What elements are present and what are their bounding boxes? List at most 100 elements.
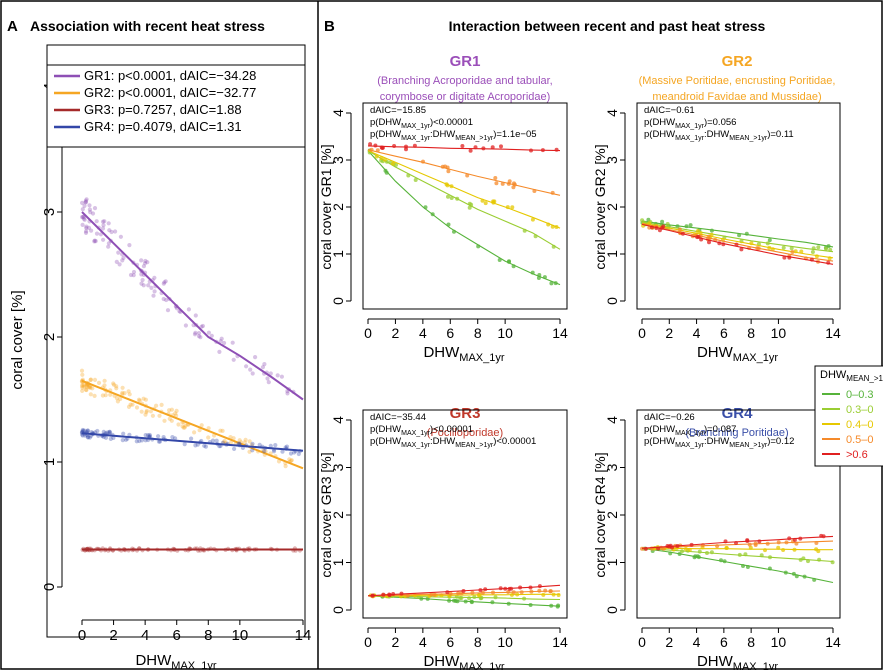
data-point	[665, 222, 670, 226]
stat-post: )<0.00001	[493, 436, 536, 447]
data-point	[285, 391, 290, 396]
x-tick-label: 4	[693, 325, 701, 341]
data-point	[84, 229, 89, 234]
data-point	[120, 438, 125, 443]
subplot-subtitle: meandroid Favidae and Mussidae)	[652, 91, 821, 103]
legend-entry: GR4: p=0.4079, dAIC=1.31	[84, 119, 242, 134]
data-point	[500, 181, 505, 186]
y-tick-label: 2	[604, 203, 620, 211]
data-point	[85, 428, 90, 433]
subplot-title: GR3	[450, 405, 481, 422]
x-tick-label: 6	[446, 325, 454, 341]
data-point	[127, 432, 132, 437]
data-point	[288, 451, 294, 456]
data-point	[707, 240, 711, 245]
data-point	[82, 217, 87, 222]
subplot-title: GR2	[722, 53, 753, 70]
data-point	[126, 389, 131, 394]
x-tick-label: 4	[419, 325, 427, 341]
data-point	[118, 396, 123, 402]
data-point	[148, 409, 153, 414]
stat-sub: MAX_1yr	[401, 430, 430, 437]
data-point	[116, 250, 121, 255]
data-point	[262, 449, 267, 454]
data-point	[82, 203, 87, 208]
data-point	[260, 365, 265, 370]
data-point	[232, 446, 237, 451]
series-line	[641, 222, 834, 259]
data-point	[100, 226, 106, 231]
data-point	[181, 425, 186, 430]
data-point	[250, 448, 255, 453]
data-point	[374, 154, 379, 159]
legend-box	[46, 64, 306, 148]
stat-post: )=0.11	[767, 129, 794, 140]
data-point	[92, 239, 97, 244]
y-tick-label: 1	[41, 458, 58, 466]
data-point	[103, 393, 108, 398]
data-point	[289, 458, 294, 463]
stat-line: p(DHWMAX_1yr:DHWMEAN_>1yr)=1.1e−05	[370, 129, 537, 142]
data-point	[173, 436, 178, 441]
data-point	[80, 200, 85, 205]
x-tick-label: 2	[109, 627, 117, 644]
data-point	[114, 386, 119, 391]
x-tick-label: 4	[693, 634, 701, 650]
x-tick-label: 10	[771, 325, 787, 341]
panel-a-letter: A	[7, 18, 18, 35]
stat-mid: :DHW	[704, 436, 729, 447]
data-point	[176, 422, 181, 427]
subplot-ylabel: coral cover GR1 [%]	[318, 144, 334, 269]
legend-title: DHWMEAN_>1yr	[820, 369, 883, 383]
series-line	[367, 150, 561, 286]
data-point	[139, 438, 144, 443]
stat-pre: p(DHW	[370, 117, 401, 128]
data-point	[394, 162, 398, 167]
data-point	[368, 142, 373, 147]
data-point	[169, 407, 174, 412]
data-point	[781, 245, 786, 250]
data-point	[493, 595, 498, 600]
x-tick-label: 8	[474, 325, 482, 341]
data-point	[156, 439, 162, 444]
subplot-gr2: GR2 (Massive Poritidae, encrusting Poriti…	[592, 53, 841, 364]
data-point	[106, 244, 111, 249]
data-point	[82, 428, 87, 433]
series-points	[80, 197, 296, 396]
data-point	[220, 428, 225, 433]
data-point	[392, 144, 397, 148]
data-point	[162, 280, 167, 285]
data-point	[799, 249, 804, 254]
data-point	[92, 238, 97, 243]
data-point	[206, 426, 211, 431]
legend-entry: 0.4–0	[846, 419, 874, 431]
data-point	[80, 384, 85, 389]
data-point	[94, 219, 99, 224]
data-point	[253, 355, 258, 360]
data-point	[106, 241, 111, 246]
data-point	[446, 194, 450, 199]
data-point	[143, 412, 148, 417]
data-point	[530, 217, 535, 222]
data-point	[222, 340, 227, 346]
data-point	[218, 339, 223, 344]
data-point	[271, 449, 277, 454]
data-point	[283, 464, 288, 469]
data-point	[157, 413, 162, 418]
data-point	[510, 205, 515, 210]
data-point	[107, 431, 112, 436]
data-point	[86, 225, 92, 230]
data-point	[136, 397, 142, 402]
x-tick-label: 10	[497, 634, 513, 650]
panel-a-plot-area	[46, 44, 306, 638]
data-point	[144, 408, 149, 413]
xlabel-main: DHW	[697, 344, 734, 361]
data-point	[196, 331, 202, 336]
xlabel-main: DHW	[423, 653, 460, 670]
data-point	[88, 385, 93, 390]
data-point	[114, 384, 119, 389]
data-point	[120, 258, 125, 263]
y-tick-label: 3	[330, 463, 346, 471]
stat-pre: p(DHW	[644, 436, 675, 447]
data-point	[468, 148, 473, 153]
